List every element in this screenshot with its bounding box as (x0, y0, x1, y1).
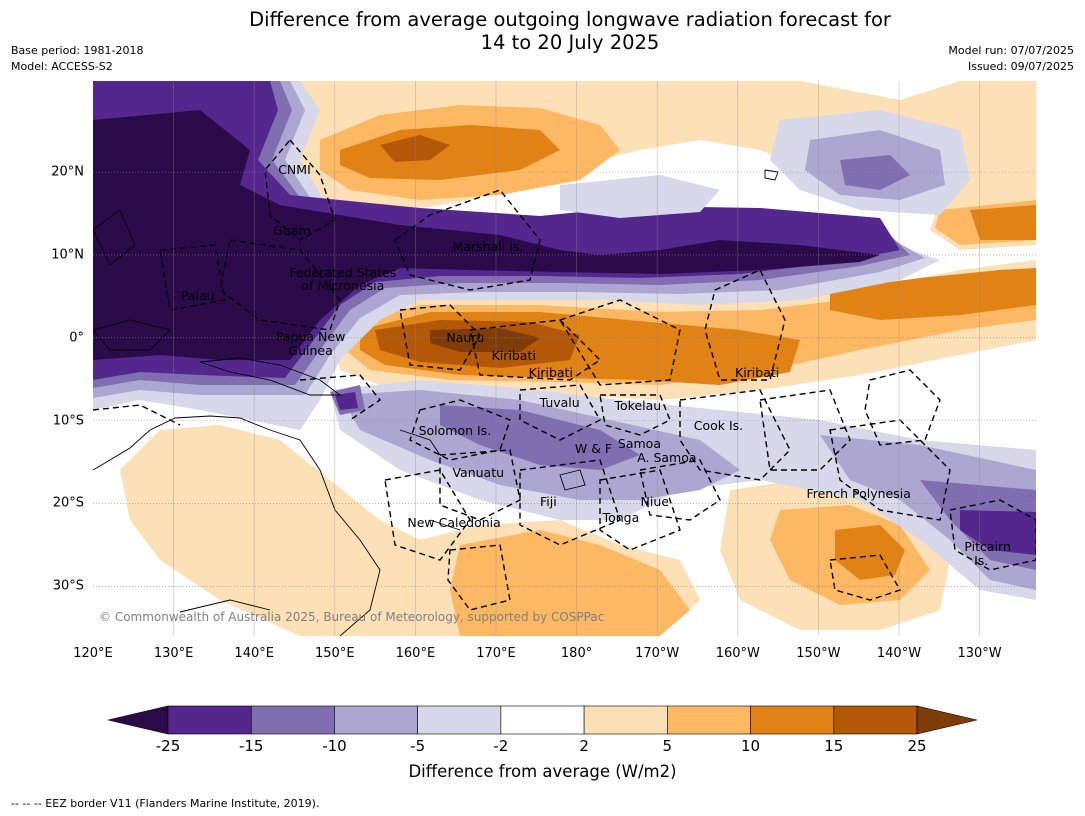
colorbar-tick: -5 (410, 737, 426, 755)
colorbar (107, 705, 978, 735)
anomaly-region (430, 328, 540, 352)
colorbar-tick: -25 (155, 737, 181, 755)
longitude-label: 180° (560, 646, 593, 661)
anomaly-region (560, 175, 720, 218)
place-label: Pitcairn (964, 539, 1011, 555)
place-label: French Polynesia (806, 485, 911, 501)
map-title: Difference from average outgoing longwav… (0, 8, 1085, 54)
colorbar-tick: 15 (824, 737, 844, 755)
colorbar-tick: -10 (322, 737, 347, 755)
eez-borders (93, 138, 1036, 611)
longitude-label: 130°W (957, 646, 1002, 661)
colorbar-segment (833, 705, 918, 735)
place-label: New Caledonia (407, 515, 501, 531)
colorbar-tick: -15 (238, 737, 264, 755)
place-label: Niue (640, 493, 669, 509)
anomaly-region (970, 205, 1036, 240)
place-label: A. Samoa (637, 449, 697, 465)
colorbar-segment (750, 705, 835, 735)
colorbar-label: Difference from average (W/m2) (408, 762, 677, 781)
place-label: of Micronesia (301, 278, 385, 294)
colorbar-segment (417, 705, 502, 735)
longitude-label: 170°W (635, 646, 680, 661)
place-label: Guam (273, 222, 311, 238)
place-label: Solomon Is. (418, 422, 492, 438)
colorbar-tick: 2 (579, 737, 589, 755)
map-grid (93, 81, 1036, 636)
colorbar-extend-low (107, 705, 169, 735)
place-label: Vanuatu (452, 464, 505, 480)
longitude-label: 150°E (315, 646, 355, 661)
longitude-label: 140°W (876, 646, 922, 661)
longitude-label: 140°E (234, 646, 274, 661)
model-name: Model: ACCESS-S2 (11, 60, 113, 73)
anomaly-region (380, 135, 450, 162)
longitude-label: 170°E (476, 646, 516, 661)
meta-left: Base period: 1981-2018 Model: ACCESS-S2 (11, 43, 143, 75)
place-label: CNMI (278, 161, 311, 177)
place-label: Kiribati (734, 364, 780, 380)
anomaly-region (340, 125, 560, 180)
anomaly-region (960, 510, 1036, 555)
colorbar-segment (334, 705, 418, 735)
place-label: Kiribati (491, 348, 536, 363)
place-label: Palau (180, 287, 215, 303)
colorbar-extend-high (916, 705, 978, 735)
map-plot-area (93, 81, 1036, 636)
place-label: Kiribati (528, 364, 573, 380)
meta-right: Model run: 07/07/2025 Issued: 09/07/2025 (948, 43, 1074, 75)
anomaly-region (440, 405, 640, 470)
place-label: Cook Is. (693, 417, 744, 433)
colorbar-segment (667, 705, 751, 735)
place-label: Fiji (540, 493, 557, 509)
latitude-label: 10°S (52, 413, 84, 429)
place-label: Tuvalu (539, 395, 580, 411)
colorbar-tick: 25 (907, 737, 927, 755)
longitude-label: 160°W (715, 646, 760, 661)
title-line-2: 14 to 20 July 2025 (480, 31, 660, 54)
title-line-1: Difference from average outgoing longwav… (249, 8, 891, 31)
anomaly-region (830, 268, 1036, 320)
longitude-label: 150°W (796, 646, 841, 661)
copyright-notice: © Commonwealth of Australia 2025, Bureau… (99, 610, 605, 624)
latitude-label: 20°S (52, 495, 84, 511)
place-label: Papua New (275, 328, 346, 344)
anomaly-region (450, 530, 690, 636)
place-label: Federated States (289, 265, 397, 281)
coastlines (93, 169, 779, 636)
latitude-label: 10°N (51, 247, 84, 263)
colorbar-segment (250, 705, 335, 735)
place-label: Tonga (602, 510, 640, 526)
colorbar-tick: -2 (493, 737, 509, 755)
colorbar-segment (500, 705, 585, 735)
colorbar-segment (583, 705, 668, 735)
anomaly-region (835, 525, 905, 580)
latitude-label: 0° (69, 330, 84, 346)
place-label: Is. (974, 552, 989, 568)
anomaly-region (93, 110, 880, 360)
place-label: Tokelau (614, 397, 662, 413)
place-label: Marshall Is. (452, 238, 524, 254)
latitude-label: 20°N (51, 164, 84, 180)
anomaly-region (335, 392, 358, 410)
place-label: Nauru (446, 329, 485, 345)
eez-footnote: -- -- -- EEZ border V11 (Flanders Marine… (11, 797, 320, 810)
place-label: W & F (574, 440, 613, 456)
anomaly-region (840, 155, 910, 190)
place-label: Guinea (288, 343, 333, 359)
place-label: Samoa (617, 435, 661, 451)
longitude-label: 160°E (395, 646, 436, 661)
longitude-label: 130°E (153, 646, 194, 661)
base-period: Base period: 1981-2018 (11, 44, 144, 57)
longitude-label: 120°E (73, 646, 113, 661)
latitude-label: 30°S (52, 578, 84, 594)
issued-date: Issued: 09/07/2025 (967, 60, 1074, 73)
model-run: Model run: 07/07/2025 (948, 44, 1074, 57)
colorbar-segment (167, 705, 252, 735)
colorbar-tick: 5 (662, 737, 673, 755)
colorbar-tick: 10 (741, 737, 761, 755)
